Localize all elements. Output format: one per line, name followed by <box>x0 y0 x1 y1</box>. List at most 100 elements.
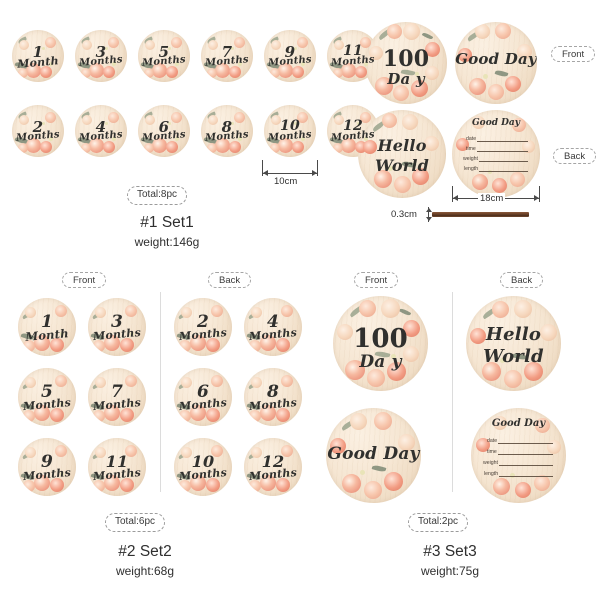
disc-set2-2-months[interactable]: 2 Months <box>174 298 232 356</box>
disc-label-hello: Hello <box>377 136 427 155</box>
disc-set2-7-months[interactable]: 7 Months <box>88 368 146 426</box>
record-label-length: length <box>464 166 479 172</box>
disc-label-good-day: Good Day <box>327 444 420 464</box>
disc-10-months[interactable]: 10 Months <box>264 105 316 157</box>
disc-label-hundred: 100 <box>353 324 408 354</box>
disc-label-number: 2 <box>196 312 210 332</box>
disc-4-months[interactable]: 4 Months <box>75 105 127 157</box>
disc-set3-100-day[interactable]: 100 Da y <box>333 296 428 391</box>
dimension-arrow-18-left <box>453 195 458 201</box>
disc-label-number: 7 <box>110 382 124 402</box>
disc-record-card-large[interactable]: Good Day date time weight length <box>452 110 540 198</box>
badge-total-set2: Total:6pc <box>105 513 166 532</box>
dimension-label-10cm: 10cm <box>272 176 300 187</box>
disc-label-number: 12 <box>343 118 363 134</box>
dimension-tick-right <box>317 160 318 176</box>
title-set1: #1 Set1 <box>140 214 194 231</box>
badge-back-set1: Back <box>553 148 597 164</box>
disc-label-good-day: Good Day <box>455 50 537 68</box>
record-label-time: time <box>466 146 476 152</box>
dimension-tick-left <box>262 160 263 176</box>
record-row-date: date <box>487 438 553 444</box>
disc-set3-good-day[interactable]: Good Day <box>326 408 421 503</box>
record-label-weight: weight <box>483 460 498 466</box>
weight-set3: weight:75g <box>420 564 480 578</box>
badge-front-set3: Front <box>354 272 399 288</box>
disc-7-months[interactable]: 7 Months <box>201 30 253 82</box>
disc-label-world: World <box>374 156 430 175</box>
disc-8-months[interactable]: 8 Months <box>201 105 253 157</box>
record-label-time: time <box>487 449 497 455</box>
disc-set3-hello-world[interactable]: Hello World <box>466 296 561 391</box>
record-label-date: date <box>466 136 477 142</box>
dimension-arrow-18-right <box>534 195 539 201</box>
disc-label-number: 6 <box>196 382 210 402</box>
disc-label-world: World <box>483 346 544 367</box>
dimension-label-18cm: 18cm <box>478 193 506 204</box>
disc-100-day-large[interactable]: 100 Da y <box>365 22 447 104</box>
badge-total-set3: Total:2pc <box>408 513 469 532</box>
disc-label-day: Da y <box>387 70 425 88</box>
badge-total-set1: Total:8pc <box>127 186 188 205</box>
disc-set2-9-months[interactable]: 9 Months <box>18 438 76 496</box>
disc-label-number: 1 <box>40 312 54 332</box>
disc-label-number: 11 <box>105 452 129 471</box>
disc-label-number: 1 <box>32 43 44 61</box>
dimension-arrow-right <box>312 170 317 176</box>
disc-set2-6-months[interactable]: 6 Months <box>174 368 232 426</box>
disc-set2-1-month[interactable]: 1 Month <box>18 298 76 356</box>
disc-good-day-large[interactable]: Good Day <box>455 22 537 104</box>
record-label-date: date <box>487 438 498 444</box>
disc-set2-3-months[interactable]: 3 Months <box>88 298 146 356</box>
record-card-title: Good Day <box>491 418 546 429</box>
record-row-weight: weight <box>483 460 553 466</box>
disc-label-number: 9 <box>40 452 54 472</box>
record-row-length: length <box>484 471 553 477</box>
dimension-tick-18-left <box>452 186 453 202</box>
record-row-time: time <box>466 146 528 152</box>
dimension-tick-18-right <box>539 186 540 202</box>
divider-set2 <box>160 292 161 492</box>
record-row-date: date <box>466 136 528 142</box>
disc-edge-profile <box>432 212 529 217</box>
disc-label-number: 11 <box>343 43 363 59</box>
disc-label-number: 3 <box>95 43 107 61</box>
weight-set1: weight:146g <box>134 235 200 249</box>
weight-set2: weight:68g <box>115 564 175 578</box>
disc-9-months[interactable]: 9 Months <box>264 30 316 82</box>
disc-set2-8-months[interactable]: 8 Months <box>244 368 302 426</box>
title-set2: #2 Set2 <box>118 543 172 560</box>
disc-set2-4-months[interactable]: 4 Months <box>244 298 302 356</box>
disc-2-months[interactable]: 2 Months <box>12 105 64 157</box>
record-row-weight: weight <box>463 156 528 162</box>
disc-set2-10-months[interactable]: 10 Months <box>174 438 232 496</box>
disc-label-day: Da y <box>359 352 402 372</box>
disc-1-month[interactable]: 1 Month <box>12 30 64 82</box>
disc-set2-11-months[interactable]: 11 Months <box>88 438 146 496</box>
disc-set2-12-months[interactable]: 12 Months <box>244 438 302 496</box>
disc-5-months[interactable]: 5 Months <box>138 30 190 82</box>
disc-label-number: 10 <box>191 452 215 471</box>
disc-label-number: 9 <box>284 43 296 61</box>
badge-back-set3: Back <box>500 272 544 288</box>
title-set3: #3 Set3 <box>423 543 477 560</box>
disc-hello-world-large[interactable]: Hello World <box>358 110 446 198</box>
disc-6-months[interactable]: 6 Months <box>138 105 190 157</box>
disc-label-number: 7 <box>221 43 233 61</box>
disc-label-hundred: 100 <box>382 46 430 72</box>
disc-set2-5-months[interactable]: 5 Months <box>18 368 76 426</box>
record-label-weight: weight <box>463 156 478 162</box>
dimension-arrow-thickness-up <box>426 208 432 212</box>
dimension-arrow-left <box>263 170 268 176</box>
dimension-arrow-thickness-down <box>426 217 432 221</box>
disc-3-months[interactable]: 3 Months <box>75 30 127 82</box>
disc-label-hello: Hello <box>485 324 542 345</box>
disc-label-number: 8 <box>266 382 280 402</box>
dimension-label-thickness: 0.3cm <box>389 209 419 220</box>
badge-front-set2: Front <box>62 272 107 288</box>
disc-label-number: 4 <box>266 312 280 332</box>
disc-label-number: 6 <box>158 118 170 136</box>
disc-label-number: 4 <box>95 118 107 136</box>
disc-label-number: 5 <box>158 43 170 61</box>
disc-set3-record-card[interactable]: Good Day date time weight length <box>471 408 566 503</box>
